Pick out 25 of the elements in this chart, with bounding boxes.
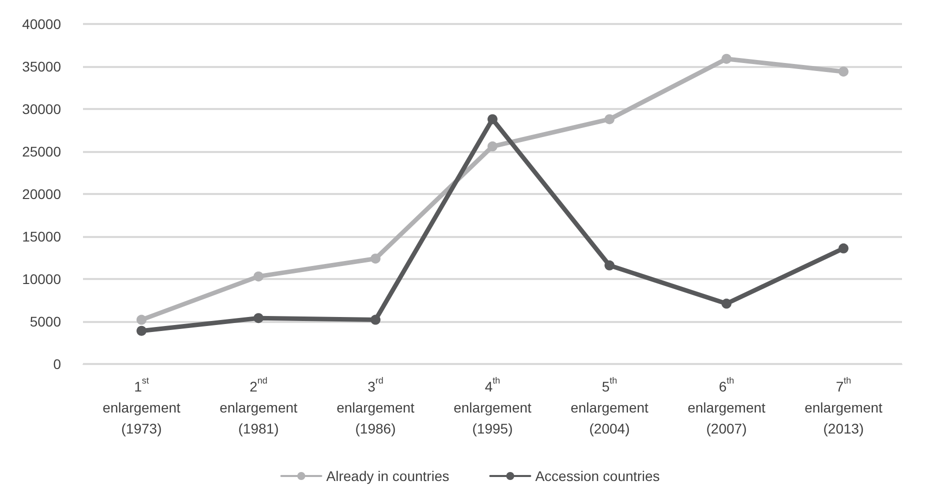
y-tick-label: 25000 [22, 144, 62, 160]
point [838, 243, 848, 254]
y-tick-label: 40000 [22, 16, 62, 32]
point [838, 66, 848, 77]
y-tick-label: 0 [53, 356, 62, 372]
legend-label: Already in countries [326, 468, 450, 484]
point [370, 254, 380, 264]
point [136, 326, 146, 336]
point [370, 314, 380, 325]
point [488, 141, 498, 152]
y-tick-label: 5000 [30, 314, 62, 330]
point [722, 298, 732, 309]
point [604, 114, 614, 124]
point [604, 260, 614, 270]
point [254, 271, 264, 282]
y-tick-label: 20000 [22, 186, 62, 202]
legend-label: Accession countries [535, 468, 660, 484]
y-tick-label: 10000 [22, 271, 62, 287]
y-tick-label: 30000 [22, 101, 62, 117]
point [136, 314, 146, 325]
y-tick-label: 15000 [22, 228, 62, 244]
point [488, 114, 498, 124]
y-tick-label: 35000 [22, 58, 62, 74]
point [254, 313, 264, 324]
point [722, 54, 732, 64]
